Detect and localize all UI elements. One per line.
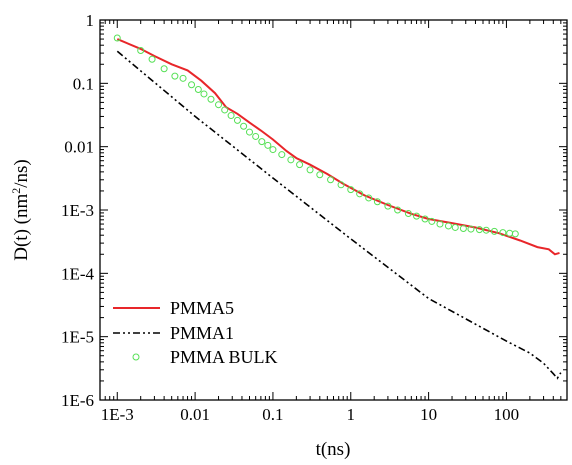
point-pmma-bulk [258, 138, 266, 146]
point-pmma-bulk [246, 128, 254, 136]
point-pmma-bulk [428, 217, 436, 225]
y-tick-label: 0.1 [73, 74, 94, 93]
point-pmma-bulk [233, 116, 241, 124]
x-tick-label: 1E-3 [101, 405, 134, 424]
point-pmma-bulk [148, 55, 156, 63]
legend: PMMA5 PMMA1 PMMA BULK [113, 298, 278, 367]
point-pmma-bulk [188, 81, 196, 89]
point-pmma-bulk [394, 206, 402, 214]
point-pmma-bulk [207, 95, 215, 103]
axis-ticks [99, 19, 568, 401]
point-pmma-bulk [113, 34, 121, 42]
point-pmma-bulk [365, 194, 373, 202]
point-pmma-bulk [421, 215, 429, 223]
x-tick-label: 10 [420, 405, 437, 424]
y-tick-label: 1 [86, 11, 95, 30]
point-pmma-bulk [506, 229, 514, 237]
y-axis-title-main: D(t) (nm [11, 194, 32, 261]
point-pmma-bulk [227, 112, 235, 120]
point-pmma-bulk [316, 171, 324, 179]
point-pmma-bulk [475, 226, 483, 234]
point-pmma-bulk [221, 106, 229, 114]
point-pmma-bulk [278, 151, 286, 159]
x-tick-label: 1 [347, 405, 356, 424]
series-line-pmma5 [116, 38, 560, 256]
point-pmma-bulk [459, 225, 467, 233]
y-tick-label: 1E-6 [61, 391, 94, 410]
series-layer [113, 34, 562, 380]
plot-frame [99, 19, 568, 401]
point-pmma-bulk [467, 225, 475, 233]
point-pmma-bulk [287, 156, 295, 164]
y-tick-label: 1E-5 [61, 328, 94, 347]
y-tick-label: 1E-4 [61, 264, 95, 283]
point-pmma-bulk [404, 210, 412, 218]
point-pmma-bulk [373, 198, 381, 206]
point-pmma-bulk [436, 220, 444, 228]
legend-label-pmma-bulk: PMMA BULK [170, 347, 278, 367]
legend-swatch-pmma-bulk [132, 353, 140, 361]
point-pmma-bulk [511, 230, 519, 238]
point-pmma-bulk [252, 132, 260, 140]
x-tick-label: 0.01 [180, 405, 210, 424]
point-pmma-bulk [327, 176, 335, 184]
point-pmma-bulk [137, 46, 145, 54]
point-pmma-bulk [413, 212, 421, 220]
point-pmma-bulk [240, 122, 248, 130]
point-pmma-bulk [444, 222, 452, 230]
point-pmma-bulk [160, 65, 168, 73]
legend-label-pmma1: PMMA1 [170, 323, 234, 343]
x-tick-label: 0.1 [262, 405, 283, 424]
point-pmma-bulk [215, 101, 223, 109]
point-pmma-bulk [269, 146, 277, 154]
series-line-pmma1 [116, 50, 562, 380]
point-pmma-bulk [499, 229, 507, 237]
point-pmma-bulk [356, 190, 364, 198]
y-tick-label: 0.01 [64, 138, 94, 157]
x-tick-label: 100 [494, 405, 520, 424]
point-pmma-bulk [490, 227, 498, 235]
point-pmma-bulk [296, 161, 304, 169]
point-pmma-bulk [384, 202, 392, 210]
point-pmma-bulk [200, 90, 208, 98]
point-pmma-bulk [264, 141, 272, 149]
point-pmma-bulk [451, 223, 459, 231]
point-pmma-bulk [194, 85, 202, 93]
legend-label-pmma5: PMMA5 [170, 298, 234, 318]
x-axis-title: t(ns) [316, 439, 351, 460]
y-axis-title: D(t) (nm2/ns) [9, 159, 32, 261]
y-axis-title-sup: 2 [9, 188, 23, 194]
tick-labels: 1E-3 0.01 0.1 1 10 100 1 0.1 0.01 1E-3 1E-4 1E-5 1E-… [61, 11, 519, 424]
point-pmma-bulk [482, 226, 490, 234]
point-pmma-bulk [337, 181, 345, 189]
y-tick-label: 1E-3 [61, 201, 94, 220]
y-axis-title-tail: /ns) [11, 159, 32, 188]
point-pmma-bulk [171, 72, 179, 80]
point-pmma-bulk [347, 186, 355, 194]
point-pmma-bulk [306, 166, 314, 174]
point-pmma-bulk [179, 74, 187, 82]
